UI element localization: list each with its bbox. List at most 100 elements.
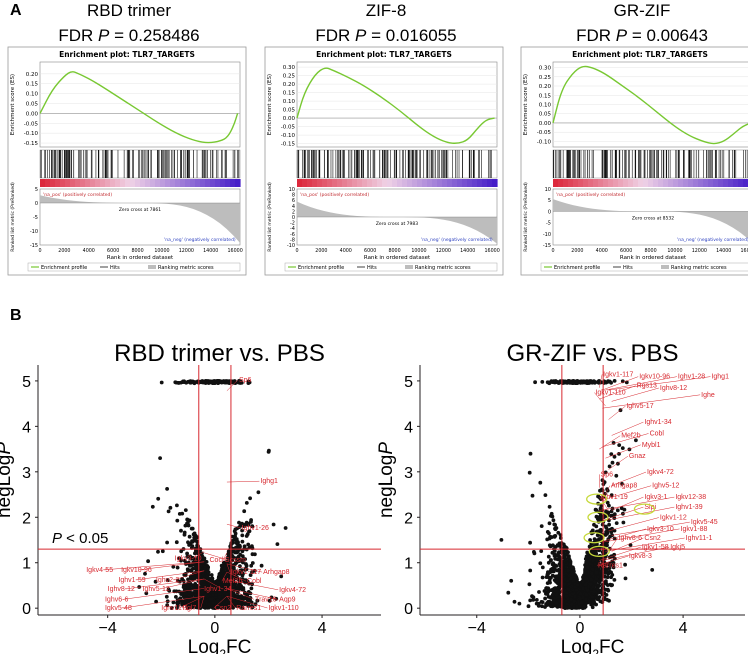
x-tick-label: 2000 (315, 248, 327, 254)
x-tick-label: 16000 (227, 248, 242, 254)
es-tick-label: 0.30 (539, 66, 552, 72)
rank-colour-segment (397, 179, 403, 187)
x-tick-label: 0 (210, 620, 219, 637)
data-point (259, 563, 264, 568)
rank-colour-segment (90, 179, 96, 187)
data-point (612, 578, 617, 582)
data-point (267, 448, 271, 453)
data-point (179, 380, 183, 385)
fdr-label: FDR (315, 26, 355, 45)
data-point (173, 380, 178, 385)
rank-colour-segment (618, 179, 624, 187)
es-tick-label: 0.10 (26, 92, 39, 98)
rank-colour-segment (145, 179, 151, 187)
rank-colour-segment (593, 179, 599, 187)
y-tick-label: 1 (22, 556, 31, 573)
metric-tick-label: 4 (292, 204, 295, 210)
rank-colour-segment (165, 179, 171, 187)
y-axis-label: negLogP (376, 442, 397, 518)
metric-ylabel: Ranked list metric (PreRanked) (267, 182, 273, 252)
xlabel-log: Log (188, 637, 220, 654)
rank-colour-segment (738, 179, 744, 187)
data-point (192, 535, 197, 540)
es-curve (552, 65, 748, 145)
data-point (564, 557, 568, 562)
x-tick-label: 8000 (131, 248, 143, 254)
rank-colour-segment (387, 179, 393, 187)
es-tick-label: -0.05 (281, 125, 296, 131)
rank-colour-segment (668, 179, 674, 187)
es-plot-border (39, 61, 241, 148)
gene-label: Rarres1 (236, 605, 261, 612)
metric-tick-label: 8 (292, 193, 295, 199)
data-point (190, 544, 195, 549)
x-tick-label: 14000 (460, 248, 475, 254)
data-point (526, 604, 531, 609)
gsea-legend-box (540, 262, 748, 272)
data-point (244, 534, 249, 538)
rank-colour-segment (407, 179, 413, 187)
data-point (604, 593, 609, 597)
gene-leader-line (226, 480, 260, 483)
y-tick-label: 3 (22, 465, 31, 482)
rank-colour-segment (185, 179, 191, 187)
y-tick-label: 4 (404, 419, 413, 436)
x-tick-label: 6000 (620, 248, 632, 254)
es-tick-label: -0.10 (281, 133, 296, 139)
x-tick-label: 16000 (484, 248, 499, 254)
x-tick-label: 10000 (411, 248, 426, 254)
data-point (547, 543, 552, 548)
data-point (250, 561, 255, 565)
data-point (185, 517, 190, 522)
gene-label: Aqp9 (279, 596, 295, 603)
es-tick-label: 0.05 (26, 102, 39, 108)
data-point (242, 524, 247, 529)
neg-correlated-label: 'na_neg' (negatively correlated) (677, 237, 748, 243)
data-point (183, 508, 188, 512)
data-point (532, 550, 536, 554)
fdr-value: = 0.00643 (627, 26, 708, 45)
data-point (620, 446, 625, 450)
x-tick-label: 2000 (571, 248, 583, 254)
rank-colour-segment (317, 179, 323, 187)
rank-colour-segment (487, 179, 493, 187)
fdr-value: = 0.258486 (109, 26, 199, 45)
rank-colour-segment (457, 179, 463, 187)
data-point (217, 595, 222, 600)
legend-metric-swatch (148, 265, 156, 269)
metric-tick-label: 10 (289, 187, 295, 193)
data-point (226, 379, 231, 384)
metric-tick-label: 10 (545, 187, 551, 193)
data-point (512, 599, 517, 604)
rank-colour-segment (297, 179, 303, 187)
rank-colour-segment (698, 179, 704, 187)
es-tick-label: 0.20 (26, 72, 39, 78)
rank-colour-segment (322, 179, 328, 187)
data-point (160, 549, 165, 554)
gene-label: Arhgap8 (263, 569, 290, 576)
data-point (150, 504, 155, 509)
rank-colour-segment (80, 179, 86, 187)
pos-correlated-label: 'na_pos' (positively correlated) (43, 192, 112, 198)
metric-tick-label: -15 (543, 243, 551, 249)
data-point (607, 598, 611, 603)
rank-colour-segment (688, 179, 694, 187)
xlabel-fc: FC (226, 637, 251, 654)
data-point (283, 526, 288, 530)
data-point (622, 507, 627, 512)
data-point (615, 508, 620, 513)
legend-metric-swatch (405, 265, 413, 269)
data-point (550, 562, 555, 567)
rank-colour-segment (402, 179, 408, 187)
data-point (183, 572, 188, 576)
metric-tick-label: -6 (290, 232, 295, 238)
rank-colour-segment (658, 179, 664, 187)
data-point (156, 496, 161, 501)
rank-colour-segment (45, 179, 51, 187)
data-point (527, 582, 532, 587)
data-point (607, 503, 611, 508)
data-point (206, 570, 210, 574)
data-point (175, 503, 179, 508)
gsea-plot-title: Enrichment plot: TLR7_TARGETS (572, 50, 708, 59)
data-point (530, 493, 535, 498)
